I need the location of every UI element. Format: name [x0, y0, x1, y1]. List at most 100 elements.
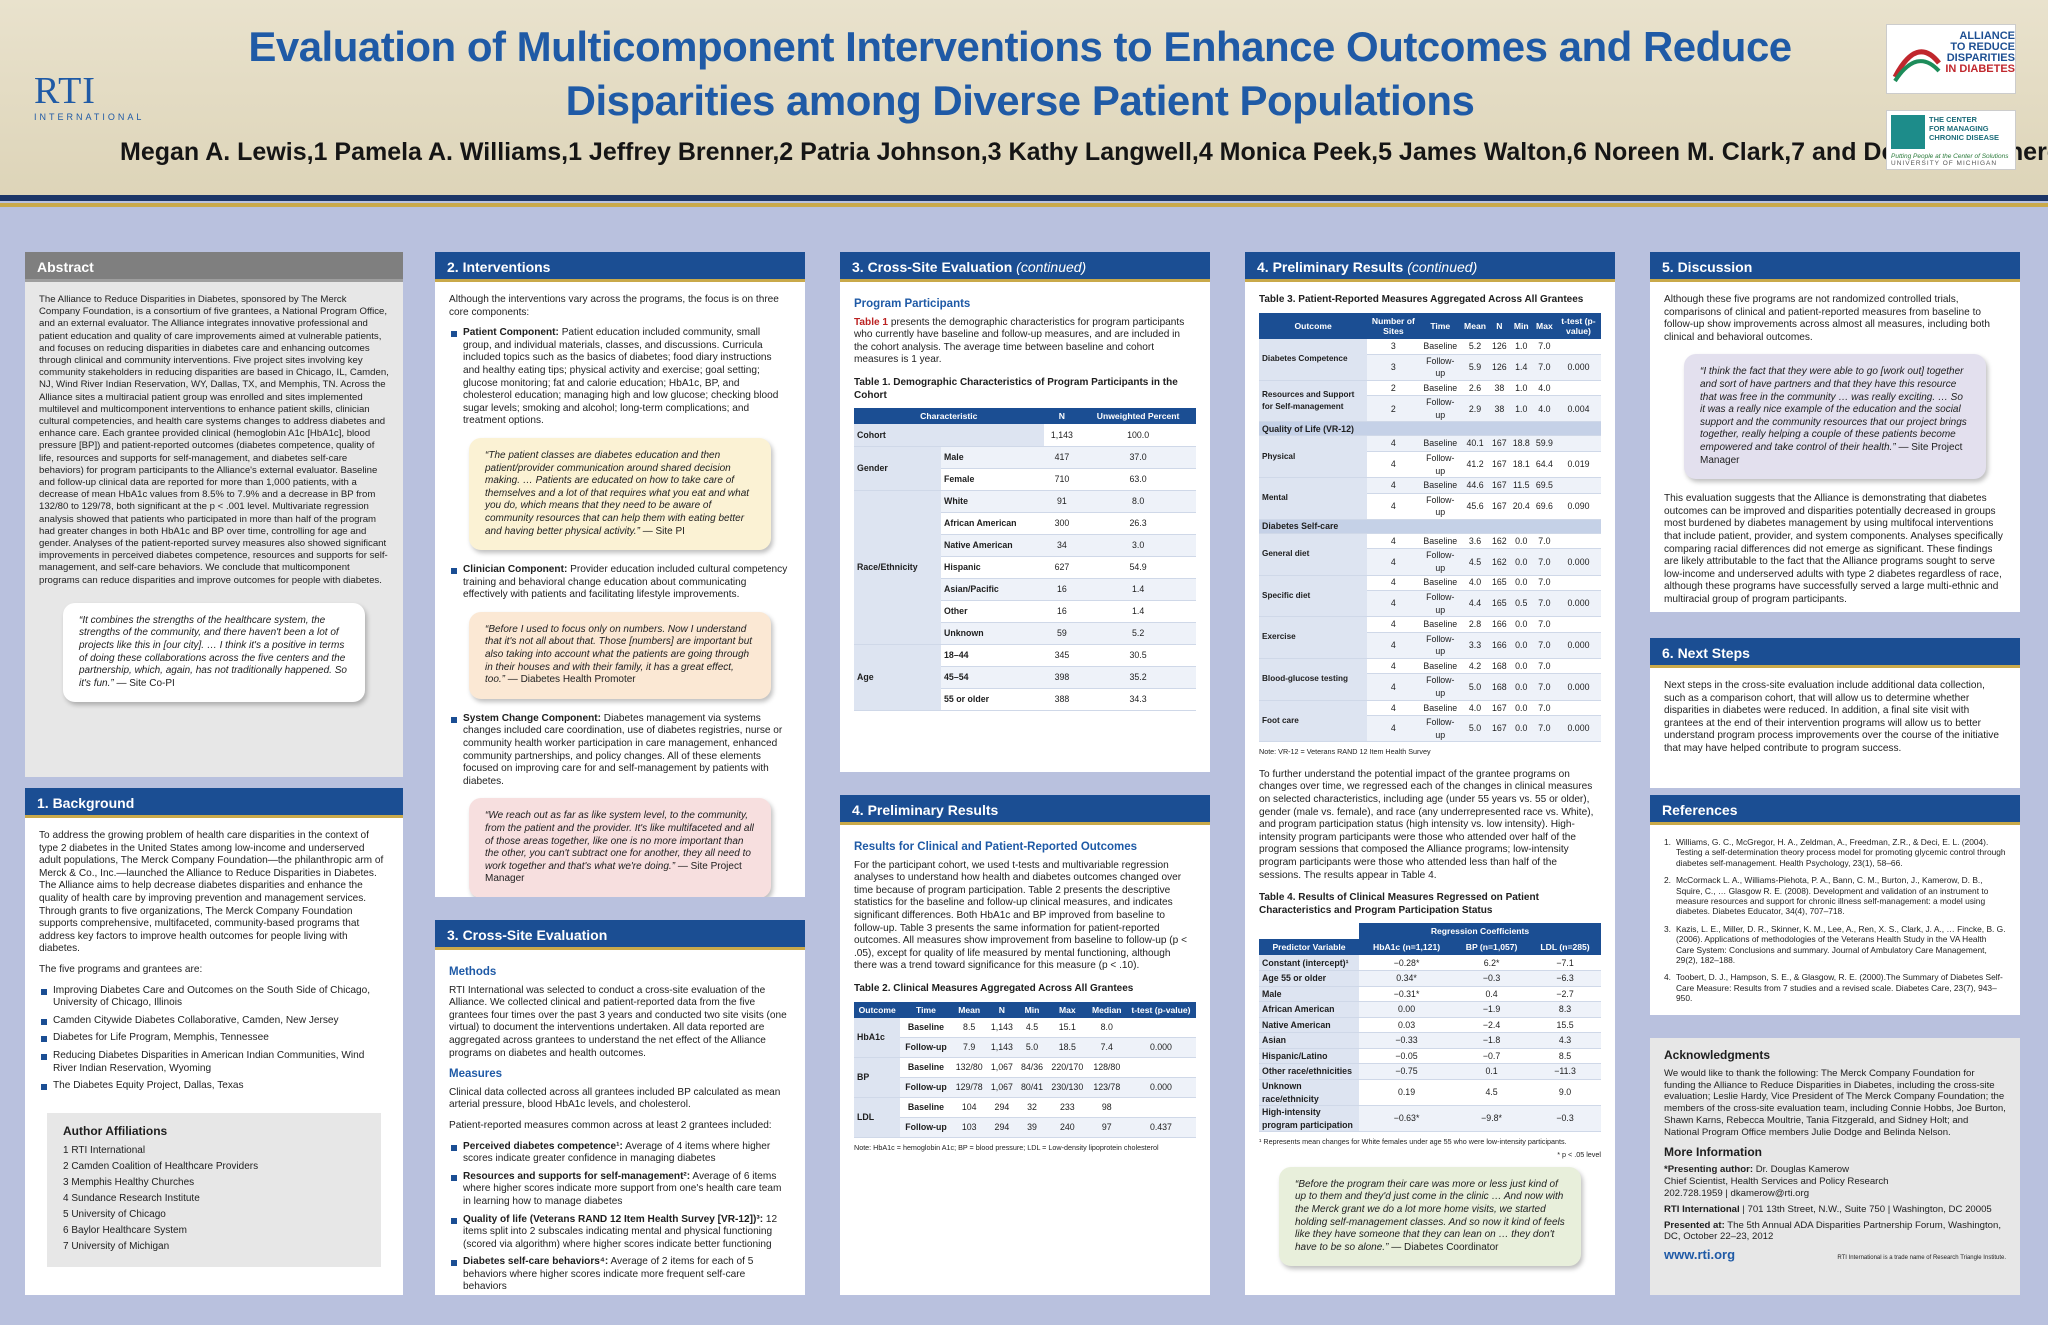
table-cell: −0.3 — [1454, 970, 1530, 987]
table-cell — [1125, 1057, 1196, 1079]
table-cell: 2.9 — [1461, 395, 1490, 423]
table-cell: 710 — [1043, 468, 1081, 491]
table-cell: Follow-up — [1419, 590, 1462, 618]
table-cell: 59.9 — [1532, 435, 1556, 452]
table-header: LDL (n=285) — [1529, 939, 1601, 956]
table-cell: Baseline — [1419, 435, 1462, 452]
table-cell: 0.000 — [1555, 548, 1601, 576]
table-cell: 0.000 — [1555, 354, 1601, 381]
table-cell: 32 — [1016, 1097, 1048, 1119]
table-row: Quality of Life (VR-12) — [1259, 421, 1601, 437]
table-cell: 0.34* — [1359, 970, 1455, 987]
table-cell: 97 — [1087, 1117, 1126, 1139]
table-cell — [1555, 338, 1601, 355]
table-cell: 7.0 — [1532, 354, 1556, 381]
list-item: 4. Toobert, D. J., Hampson, S. E., & Glas… — [1664, 972, 2003, 1004]
table-cell: 91 — [1043, 490, 1081, 513]
cmcd-emblem-icon — [1891, 115, 1925, 149]
programs-list: Improving Diabetes Care and Outcomes on … — [39, 985, 389, 1093]
table-cell: 4.5 — [1016, 1017, 1048, 1039]
table-cell: 128/80 — [1087, 1057, 1126, 1079]
table-row: 4 Follow-up 3.3 166 0.0 7.0 0.000 — [1259, 632, 1601, 659]
list-item: The Diabetes Equity Project, Dallas, Tex… — [39, 1080, 389, 1093]
table-row: 4 Follow-up 4.5 162 0.0 7.0 0.000 — [1259, 548, 1601, 576]
table-cell: 100.0 — [1080, 424, 1196, 447]
table-cell: 1,143 — [986, 1037, 1017, 1059]
table-row: Constant (intercept)¹ −0.28* 6.2* −7.1 — [1259, 955, 1601, 972]
table-row: High-intensity program participation −0.6… — [1259, 1105, 1601, 1133]
table-cell: 8.0 — [1080, 490, 1196, 513]
table-cell: 7.0 — [1532, 575, 1556, 592]
cross-site-panel: 3. Cross-Site Evaluation Methods RTI Int… — [435, 920, 805, 1295]
table-cell: 0.0 — [1509, 632, 1533, 659]
prelim-heading: 4. Preliminary Results — [840, 795, 1210, 825]
table-row: 4 Follow-up 5.0 167 0.0 7.0 0.000 — [1259, 715, 1601, 743]
table-cell: Unknown race/ethnicity — [1259, 1079, 1359, 1107]
table-cell: 4.0 — [1532, 395, 1556, 423]
table-cell: −0.75 — [1359, 1063, 1455, 1080]
table-row: Diabetes Self-care — [1259, 519, 1601, 534]
table-cell: 388 — [1043, 688, 1081, 711]
table-row: Follow-up 7.9 1,143 5.0 18.5 7.4 0.000 — [854, 1037, 1196, 1059]
list-item: 3. Kazis, L. E., Miller, D. R., Skinner, … — [1664, 923, 2006, 966]
table-cell: 165 — [1489, 590, 1510, 618]
table-cell: 168 — [1489, 673, 1510, 701]
table-header: Predictor Variable — [1259, 939, 1359, 956]
table-cell — [1555, 575, 1601, 592]
table-cell: 126 — [1489, 354, 1510, 381]
table-cell: Follow-up — [900, 1117, 952, 1139]
list-item: Perceived diabetes competence¹: Average … — [449, 1141, 791, 1166]
poster-header: RTI INTERNATIONAL Evaluation of Multicom… — [0, 0, 2048, 207]
table-cell: 0.000 — [1125, 1077, 1196, 1099]
table-cell: Follow-up — [1419, 715, 1462, 743]
table-cell: High-intensity program participation — [1259, 1105, 1359, 1133]
table-cell: 4.0 — [1461, 575, 1490, 592]
list-item: 2. McCormack L. A., Williams-Piehota, P. … — [1664, 875, 1989, 917]
table-cell: Asian/Pacific — [941, 578, 1044, 601]
table-cell: −9.8* — [1454, 1105, 1530, 1133]
table-cell: 8.5 — [1529, 1048, 1601, 1065]
table-cell: −0.28* — [1359, 955, 1455, 972]
table-cell: 167 — [1489, 477, 1510, 494]
abstract-quote: “It combines the strengths of the health… — [63, 602, 365, 703]
intervention-quote-1: “The patient classes are diabetes educat… — [469, 437, 771, 551]
table-cell: Race/Ethnicity — [854, 490, 942, 645]
table-row: Foot care 4 Baseline 4.0 167 0.0 7.0 — [1259, 700, 1601, 743]
table-cell: Hispanic — [941, 556, 1044, 579]
table-cell: 103 — [951, 1117, 987, 1139]
table-cell — [1555, 616, 1601, 633]
table-header: HbA1c (n=1,121) — [1359, 939, 1455, 956]
table-cell: 6.2* — [1454, 955, 1530, 972]
table-cell: LDL — [854, 1097, 901, 1139]
table-cell: General diet — [1259, 533, 1368, 576]
table-cell: 0.000 — [1555, 632, 1601, 659]
table-cell: Diabetes Competence — [1259, 338, 1368, 381]
table-cell: −0.3 — [1529, 1105, 1601, 1133]
table-cell: Native American — [1259, 1017, 1359, 1034]
table-cell: 132/80 — [951, 1057, 987, 1079]
table-cell: 35.2 — [1080, 666, 1196, 689]
author-list: Megan A. Lewis,1 Pamela A. Williams,1 Je… — [120, 138, 2048, 166]
rti-website-link[interactable]: www.rti.org — [1664, 1247, 1736, 1263]
table-cell: 1,067 — [986, 1077, 1017, 1099]
table-cell — [1555, 533, 1601, 550]
table-cell: 18.8 — [1509, 435, 1533, 452]
table-cell: 4.5 — [1454, 1079, 1530, 1107]
table-row: 4 Follow-up 5.0 168 0.0 7.0 0.000 — [1259, 673, 1601, 701]
table-cell: Male — [1259, 986, 1359, 1003]
table-cell: 166 — [1489, 616, 1510, 633]
table-cell: Follow-up — [1419, 354, 1462, 381]
table-cell: 16 — [1043, 578, 1081, 601]
table-cell: 0.000 — [1125, 1037, 1196, 1059]
affiliations-heading: Author Affiliations — [63, 1123, 168, 1138]
cross-site-cont-heading: 3. Cross-Site Evaluation (continued) — [840, 252, 1210, 282]
table-row: Blood-glucose testing 4 Baseline 4.2 168 0.0 7… — [1259, 658, 1601, 701]
table-cell: 627 — [1043, 556, 1081, 579]
list-item: 4 Sundance Research Institute — [63, 1193, 200, 1205]
list-item: 5 University of Chicago — [63, 1209, 166, 1221]
table-cell: 398 — [1043, 666, 1081, 689]
table-cell: 5.2 — [1080, 622, 1196, 645]
table-cell: Baseline — [900, 1057, 952, 1079]
table-cell: Blood-glucose testing — [1259, 658, 1368, 701]
table-cell: 220/170 — [1047, 1057, 1088, 1079]
